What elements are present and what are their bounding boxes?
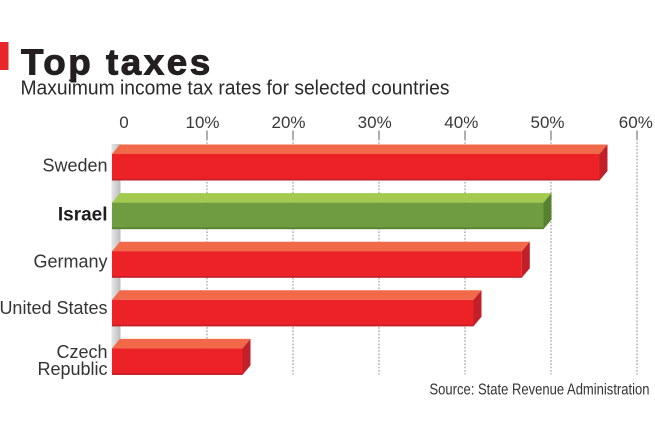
svg-text:10%: 10% [185, 113, 219, 132]
svg-text:0: 0 [119, 113, 128, 132]
svg-text:Sweden: Sweden [42, 156, 107, 176]
svg-text:Republic: Republic [37, 359, 107, 379]
svg-text:40%: 40% [444, 113, 478, 132]
svg-text:Maxuimum income tax rates for: Maxuimum income tax rates for selected c… [21, 77, 450, 99]
svg-text:United States: United States [0, 298, 108, 318]
svg-text:30%: 30% [358, 113, 392, 132]
svg-text:60%: 60% [619, 113, 653, 132]
svg-text:Czech: Czech [56, 342, 107, 362]
svg-text:50%: 50% [530, 113, 564, 132]
svg-text:Top taxes: Top taxes [21, 42, 213, 83]
svg-text:Source: State Revenue Administ: Source: State Revenue Administration [430, 382, 650, 399]
svg-text:20%: 20% [271, 113, 305, 132]
svg-text:Israel: Israel [58, 205, 108, 226]
svg-text:Germany: Germany [33, 252, 107, 272]
